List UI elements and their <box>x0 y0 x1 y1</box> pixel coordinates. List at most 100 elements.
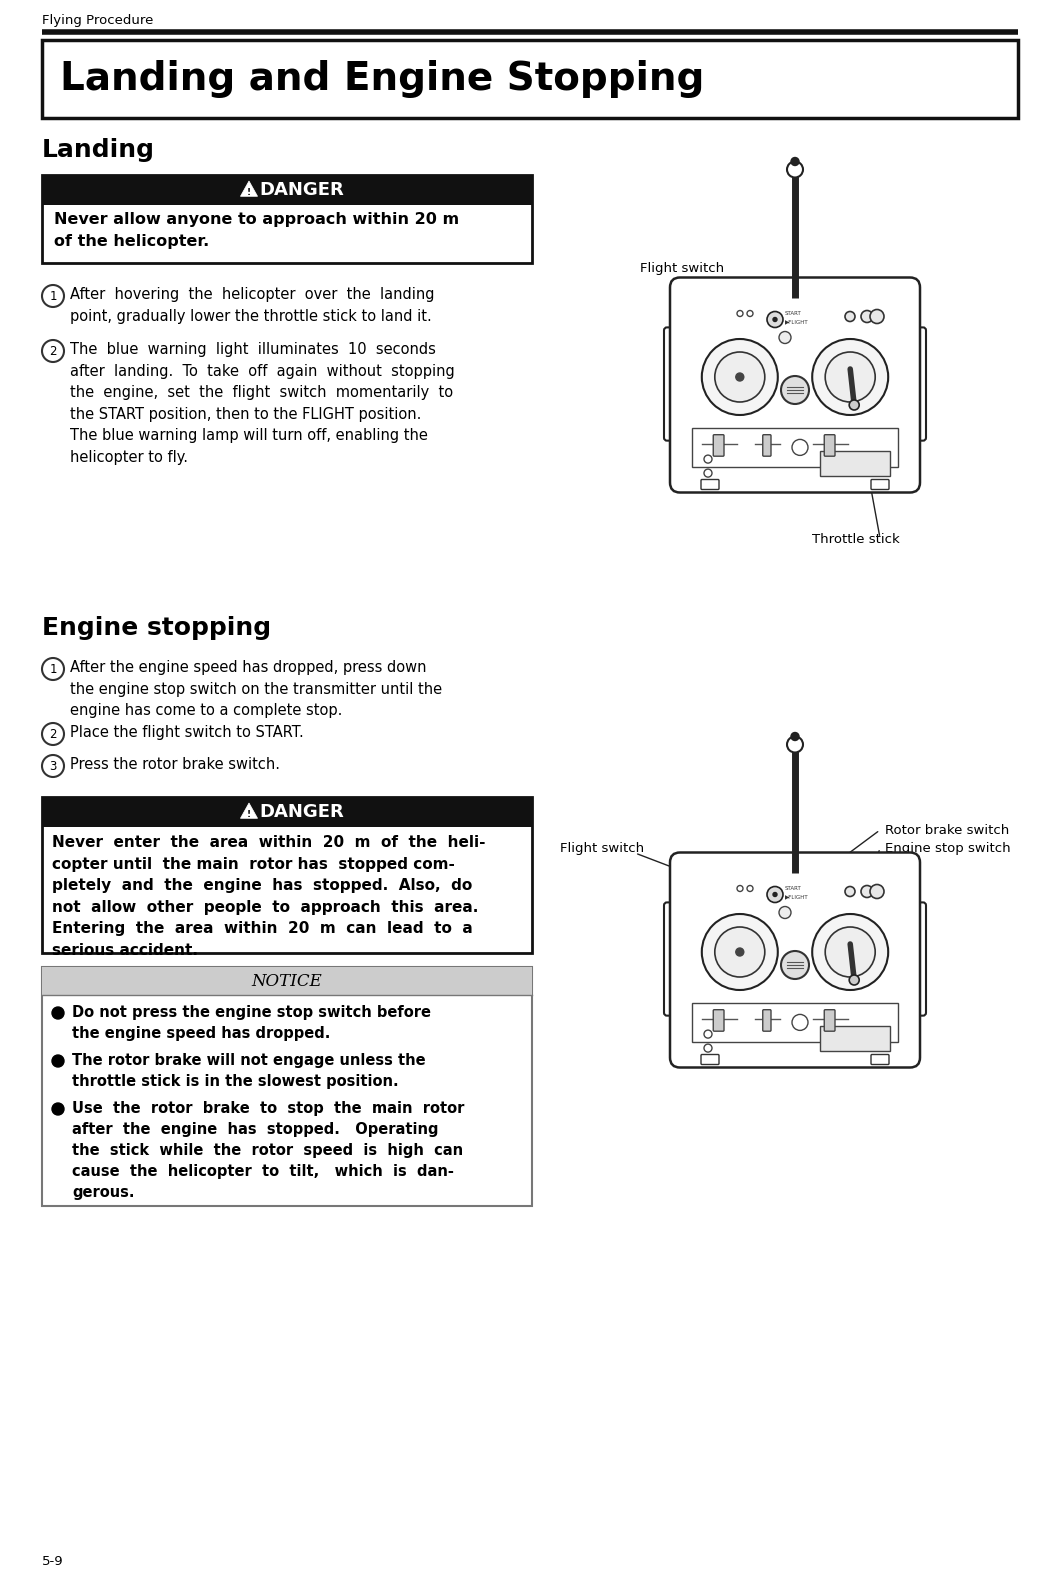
FancyBboxPatch shape <box>713 1010 724 1031</box>
FancyBboxPatch shape <box>825 435 835 456</box>
FancyBboxPatch shape <box>42 176 532 263</box>
Circle shape <box>42 340 64 363</box>
Circle shape <box>52 1007 64 1019</box>
Circle shape <box>792 1015 808 1031</box>
Circle shape <box>825 928 876 977</box>
Circle shape <box>787 736 803 752</box>
Circle shape <box>704 1045 712 1053</box>
Circle shape <box>845 312 855 321</box>
Circle shape <box>779 331 791 344</box>
Text: 1: 1 <box>49 290 57 302</box>
Text: Engine stop switch: Engine stop switch <box>885 842 1010 855</box>
Circle shape <box>849 400 860 410</box>
FancyBboxPatch shape <box>820 451 890 476</box>
Text: 1: 1 <box>49 663 57 676</box>
Text: DANGER: DANGER <box>260 180 344 199</box>
Circle shape <box>704 469 712 476</box>
Text: Throttle stick: Throttle stick <box>812 533 900 546</box>
FancyBboxPatch shape <box>701 480 719 489</box>
Text: Use  the  rotor  brake  to  stop  the  main  rotor
after  the  engine  has  stop: Use the rotor brake to stop the main rot… <box>72 1102 464 1200</box>
Text: The  blue  warning  light  illuminates  10  seconds
after  landing.  To  take  o: The blue warning light illuminates 10 se… <box>70 342 455 465</box>
FancyBboxPatch shape <box>664 902 688 1016</box>
FancyBboxPatch shape <box>664 328 688 440</box>
Text: 5-9: 5-9 <box>42 1555 64 1569</box>
Circle shape <box>870 310 884 323</box>
Circle shape <box>767 886 783 902</box>
Text: Flight switch: Flight switch <box>640 261 724 274</box>
Text: After  hovering  the  helicopter  over  the  landing
point, gradually lower the : After hovering the helicopter over the l… <box>70 287 435 323</box>
Circle shape <box>767 312 783 328</box>
Text: The rotor brake will not engage unless the
throttle stick is in the slowest posi: The rotor brake will not engage unless t… <box>72 1053 426 1089</box>
Circle shape <box>737 885 743 891</box>
Text: START: START <box>785 886 801 891</box>
Circle shape <box>861 885 873 898</box>
Circle shape <box>714 928 765 977</box>
Circle shape <box>849 975 860 985</box>
Circle shape <box>781 951 809 978</box>
Circle shape <box>52 1054 64 1067</box>
FancyBboxPatch shape <box>825 1010 835 1031</box>
Text: ▶FLIGHT: ▶FLIGHT <box>785 894 809 899</box>
Circle shape <box>792 440 808 456</box>
Circle shape <box>737 310 743 317</box>
Circle shape <box>812 913 888 989</box>
FancyBboxPatch shape <box>701 1054 719 1064</box>
FancyBboxPatch shape <box>871 1054 889 1064</box>
Circle shape <box>812 339 888 415</box>
Text: NOTICE: NOTICE <box>251 972 322 989</box>
Circle shape <box>773 318 777 321</box>
FancyBboxPatch shape <box>692 427 898 467</box>
Circle shape <box>704 1031 712 1038</box>
Text: !: ! <box>247 187 251 196</box>
Circle shape <box>791 157 799 166</box>
Text: Never allow anyone to approach within 20 m
of the helicopter.: Never allow anyone to approach within 20… <box>54 212 459 249</box>
Circle shape <box>845 886 855 896</box>
FancyBboxPatch shape <box>871 480 889 489</box>
Text: Place the flight switch to START.: Place the flight switch to START. <box>70 725 304 739</box>
Circle shape <box>787 161 803 177</box>
Circle shape <box>781 377 809 404</box>
Circle shape <box>825 351 876 402</box>
Text: Flight switch: Flight switch <box>560 842 644 855</box>
Circle shape <box>747 310 753 317</box>
Text: 3: 3 <box>50 760 56 773</box>
Circle shape <box>861 310 873 323</box>
FancyBboxPatch shape <box>42 796 532 953</box>
FancyBboxPatch shape <box>692 1004 898 1042</box>
Text: Do not press the engine stop switch before
the engine speed has dropped.: Do not press the engine stop switch befo… <box>72 1005 431 1042</box>
Circle shape <box>42 755 64 777</box>
Circle shape <box>736 948 744 956</box>
Text: Never  enter  the  area  within  20  m  of  the  heli-
copter until  the main  r: Never enter the area within 20 m of the … <box>52 834 485 958</box>
FancyBboxPatch shape <box>763 435 771 456</box>
Circle shape <box>702 913 778 989</box>
Polygon shape <box>241 180 258 196</box>
Text: Rotor brake switch: Rotor brake switch <box>885 823 1009 836</box>
Text: 2: 2 <box>49 728 57 741</box>
FancyBboxPatch shape <box>763 1010 771 1031</box>
FancyBboxPatch shape <box>902 902 926 1016</box>
Circle shape <box>42 285 64 307</box>
Text: Landing and Engine Stopping: Landing and Engine Stopping <box>60 60 705 98</box>
FancyBboxPatch shape <box>902 328 926 440</box>
Text: 2: 2 <box>49 345 57 358</box>
FancyBboxPatch shape <box>42 796 532 826</box>
Circle shape <box>42 723 64 746</box>
Circle shape <box>736 374 744 382</box>
Text: ▶FLIGHT: ▶FLIGHT <box>785 320 809 325</box>
Text: After the engine speed has dropped, press down
the engine stop switch on the tra: After the engine speed has dropped, pres… <box>70 660 442 719</box>
FancyBboxPatch shape <box>42 40 1018 119</box>
Circle shape <box>42 659 64 681</box>
FancyBboxPatch shape <box>670 853 920 1067</box>
FancyBboxPatch shape <box>42 176 532 206</box>
Text: Press the rotor brake switch.: Press the rotor brake switch. <box>70 757 280 773</box>
Text: START: START <box>785 310 801 317</box>
Text: !: ! <box>247 809 251 818</box>
Text: DANGER: DANGER <box>260 803 344 822</box>
Circle shape <box>791 733 799 741</box>
Circle shape <box>779 907 791 918</box>
Circle shape <box>702 339 778 415</box>
Circle shape <box>773 893 777 896</box>
Polygon shape <box>241 803 258 818</box>
Circle shape <box>870 885 884 899</box>
Circle shape <box>704 454 712 464</box>
